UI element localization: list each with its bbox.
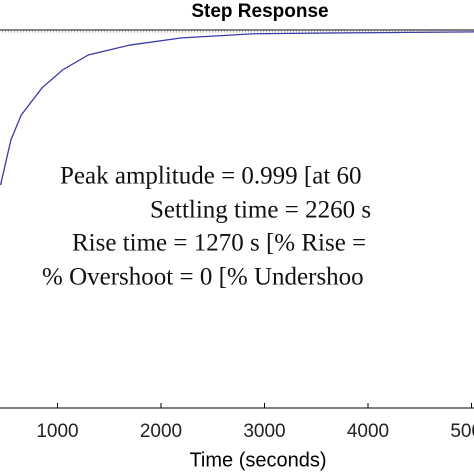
annotation: Rise time = 1270 s [% Rise = [72,230,366,257]
x-tick-label: 5000 [450,421,474,442]
x-tick-label: 2000 [140,421,182,442]
x-tick-label: 1000 [36,421,78,442]
annotation: Settling time = 2260 s [150,197,371,224]
x-tick-label: 4000 [347,421,389,442]
chart-title: Step Response [191,1,328,22]
x-axis-label: Time (seconds) [189,449,326,471]
annotation: Peak amplitude = 0.999 [at 60 [60,163,362,190]
response-line [0,31,474,186]
x-tick-label: 3000 [243,421,285,442]
annotation: % Overshoot = 0 [% Undershoo [42,264,364,291]
